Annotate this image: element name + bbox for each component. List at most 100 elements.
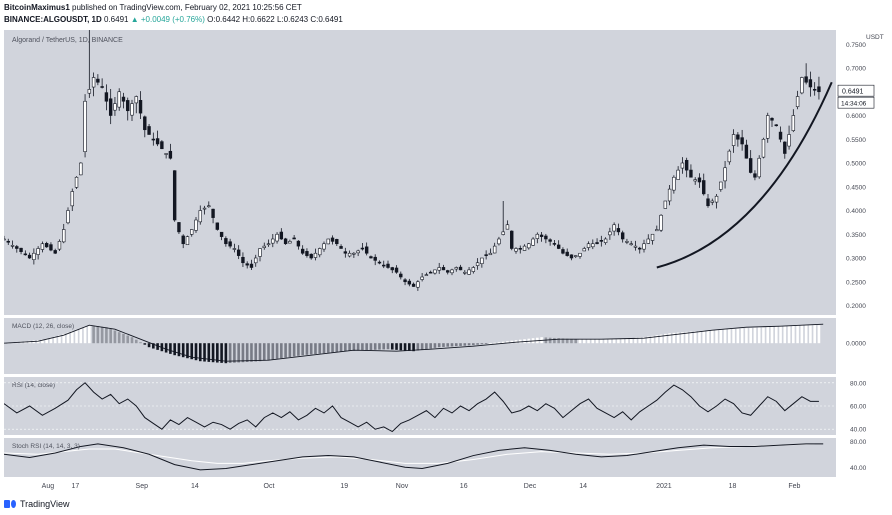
candle-down — [249, 263, 254, 268]
candle-up — [672, 176, 676, 191]
macd-histogram-bar — [365, 343, 368, 351]
macd-histogram-bar — [207, 343, 211, 362]
x-tick-label: 19 — [340, 483, 348, 490]
macd-histogram-bar — [58, 335, 61, 344]
y-tick-label: 0.5500 — [846, 137, 866, 144]
macd-histogram-bar — [676, 332, 680, 344]
macd-histogram-bar — [659, 334, 663, 344]
candle-up — [731, 134, 736, 146]
candle-up — [437, 267, 441, 271]
author-name[interactable]: BitcoinMaximus1 — [4, 3, 70, 12]
candle-down — [812, 88, 817, 91]
candle-down — [245, 263, 249, 266]
candle-up — [535, 233, 540, 239]
y-tick-label: 0.5000 — [846, 161, 866, 168]
macd-histogram-bar — [331, 343, 334, 353]
y-tick-label: 0.7500 — [846, 42, 866, 49]
macd-histogram-bar — [156, 343, 159, 350]
macd-histogram-bar — [122, 333, 125, 344]
candle-down — [53, 250, 57, 254]
x-tick-label: Dec — [524, 483, 537, 490]
y-tick-label: 0.7000 — [846, 66, 866, 73]
y-tick-label: 0.4500 — [846, 184, 866, 191]
macd-histogram-bar — [386, 343, 390, 350]
candle-up — [531, 238, 535, 246]
macd-histogram-bar — [762, 327, 765, 344]
macd-histogram-bar — [809, 325, 812, 344]
candle-up — [271, 238, 275, 244]
macd-histogram-bar — [489, 343, 492, 344]
y-tick-label: 0.2500 — [846, 279, 866, 286]
published-text: published on TradingView.com, February 0… — [69, 3, 302, 12]
candle-up — [766, 115, 770, 139]
macd-histogram-bar — [698, 330, 701, 344]
macd-histogram-bar — [719, 329, 723, 344]
candle-up — [723, 167, 727, 182]
candle-down — [241, 256, 245, 264]
candle-down — [544, 235, 548, 240]
candle-up — [356, 250, 360, 254]
macd-histogram-bar — [702, 330, 706, 344]
candle-down — [774, 124, 778, 127]
candle-down — [168, 150, 173, 159]
candle-down — [330, 237, 335, 242]
candle-up — [322, 243, 326, 250]
candle-up — [10, 245, 15, 247]
x-tick-label: Nov — [396, 483, 409, 490]
macd-histogram-bar — [617, 338, 620, 344]
symbol-line: BINANCE:ALGOUSDT, 1D 0.6491 ▲ +0.0049 (+… — [4, 14, 884, 26]
time-axis — [4, 477, 886, 492]
candle-up — [501, 231, 505, 235]
candle-down — [360, 247, 365, 250]
chart-area[interactable]: 0.75000.70000.65000.60000.55000.50000.45… — [2, 30, 886, 492]
candle-up — [693, 179, 697, 182]
candle-down — [23, 253, 28, 256]
macd-histogram-bar — [344, 343, 347, 352]
macd-histogram-bar — [732, 328, 735, 344]
macd-histogram-bar — [403, 343, 407, 351]
macd-histogram-bar — [493, 342, 496, 344]
candle-down — [181, 235, 185, 245]
x-tick-label: 18 — [729, 483, 737, 490]
candle-up — [527, 243, 531, 249]
candle-down — [484, 254, 488, 256]
candle-down — [394, 267, 399, 273]
candle-up — [625, 241, 629, 243]
macd-histogram-bar — [88, 325, 91, 344]
candle-down — [616, 228, 621, 233]
macd-histogram-bar — [224, 343, 228, 364]
candle-down — [403, 279, 407, 283]
macd-histogram-bar — [352, 343, 356, 351]
candle-down — [219, 231, 224, 237]
candle-down — [151, 138, 156, 141]
candle-down — [377, 261, 382, 264]
candle-up — [791, 115, 796, 131]
macd-histogram-bar — [634, 337, 637, 344]
macd-histogram-bar — [241, 343, 245, 363]
candle-down — [27, 254, 32, 259]
macd-histogram-bar — [390, 343, 394, 350]
macd-histogram-bar — [433, 343, 437, 348]
candle-up — [492, 245, 497, 254]
macd-histogram-bar — [476, 343, 479, 345]
macd-histogram-bar — [267, 343, 270, 360]
candle-down — [552, 243, 557, 245]
chart-svg[interactable]: 0.75000.70000.65000.60000.55000.50000.45… — [2, 30, 886, 492]
stoch-level-label: 80.00 — [850, 439, 867, 446]
candle-up — [471, 267, 476, 272]
macd-histogram-bar — [305, 343, 309, 355]
macd-histogram-bar — [105, 327, 108, 344]
y-tick-label: 0.4000 — [846, 208, 866, 215]
footer-brand[interactable]: TradingView — [20, 499, 70, 509]
macd-histogram-bar — [408, 343, 411, 351]
macd-histogram-bar — [497, 342, 501, 344]
candle-down — [300, 248, 305, 254]
candle-down — [740, 137, 744, 145]
countdown-box — [837, 96, 875, 109]
macd-histogram-bar — [783, 325, 787, 344]
macd-histogram-bar — [117, 332, 121, 344]
candle-up — [650, 233, 655, 241]
candle-up — [450, 269, 454, 274]
candle-up — [787, 134, 791, 147]
candle-up — [62, 229, 66, 243]
